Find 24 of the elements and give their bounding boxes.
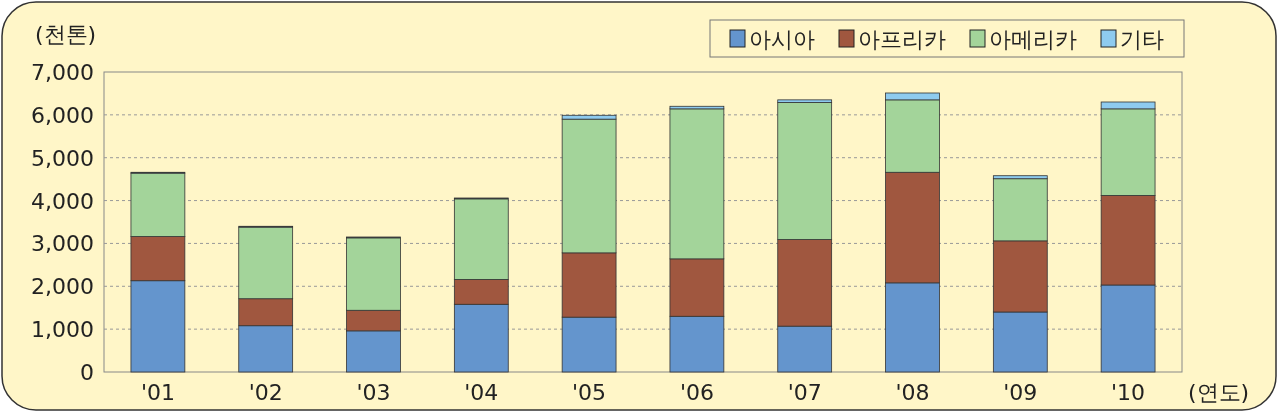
y-tick-label: 5,000 <box>31 145 94 171</box>
y-tick-label: 6,000 <box>31 102 94 128</box>
legend-label: 아메리카 <box>989 27 1077 52</box>
x-tick-label: '10 <box>1111 380 1146 405</box>
legend-label: 기타 <box>1120 27 1164 52</box>
x-tick-label: '09 <box>1003 380 1038 405</box>
x-tick-label: '07 <box>787 380 822 405</box>
x-tick-label: '04 <box>464 380 499 405</box>
legend-label: 아시아 <box>749 27 815 52</box>
x-tick-label: '02 <box>248 380 283 405</box>
y-tick-label: 0 <box>80 360 94 385</box>
y-tick-label: 3,000 <box>31 231 94 257</box>
x-tick-label: '05 <box>572 380 607 405</box>
y-axis-title: (천톤) <box>35 22 97 47</box>
y-tick-label: 2,000 <box>31 274 94 300</box>
x-tick-label: '08 <box>895 380 930 405</box>
x-axis-title: (연도) <box>1188 380 1250 405</box>
y-tick-label: 4,000 <box>31 188 94 214</box>
legend-label: 아프리카 <box>858 27 946 52</box>
y-tick-label: 1,000 <box>31 317 94 343</box>
x-tick-label: '03 <box>356 380 391 405</box>
x-tick-label: '06 <box>679 380 714 405</box>
y-tick-label: 7,000 <box>31 60 94 85</box>
x-tick-label: '01 <box>140 380 175 405</box>
